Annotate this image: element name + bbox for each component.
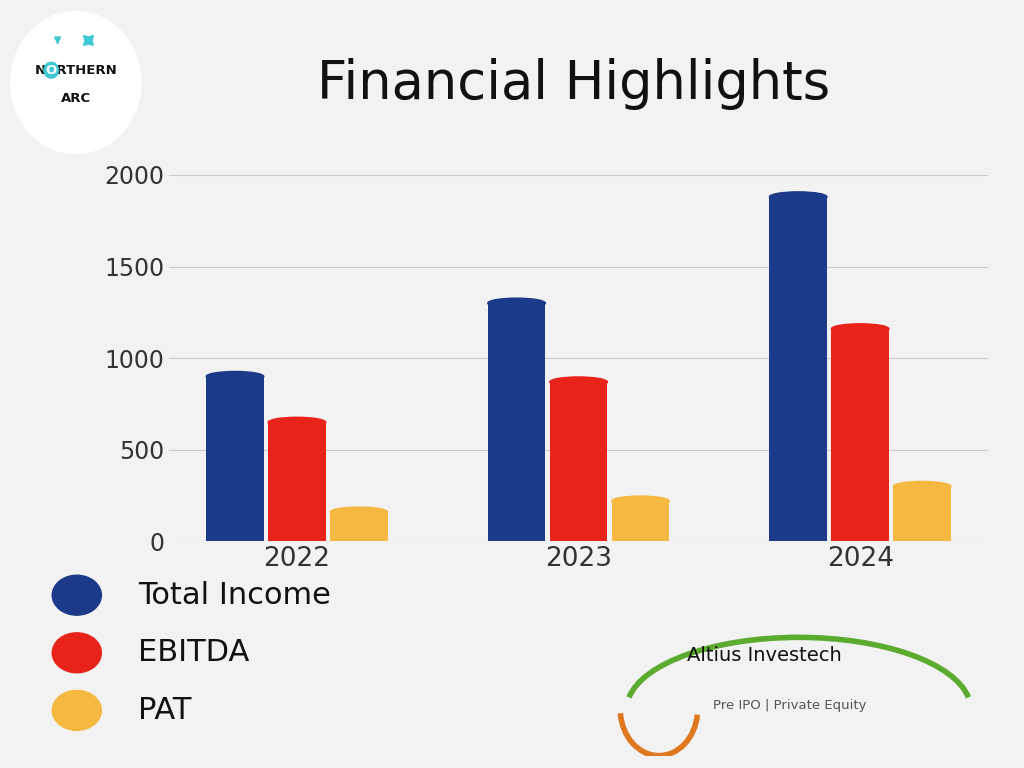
Text: ARC: ARC bbox=[60, 91, 91, 104]
Text: Pre IPO | Private Equity: Pre IPO | Private Equity bbox=[714, 700, 867, 712]
Bar bbox=[550, 382, 607, 541]
Text: O: O bbox=[46, 64, 57, 77]
Bar bbox=[611, 502, 670, 541]
Bar bbox=[487, 303, 546, 541]
Bar bbox=[206, 376, 264, 541]
Text: NORTHERN: NORTHERN bbox=[35, 64, 117, 77]
Ellipse shape bbox=[831, 324, 889, 334]
Ellipse shape bbox=[487, 298, 546, 308]
Ellipse shape bbox=[611, 496, 670, 506]
Text: Altius Investech: Altius Investech bbox=[687, 646, 842, 664]
Text: EBITDA: EBITDA bbox=[138, 638, 250, 667]
Ellipse shape bbox=[330, 507, 388, 517]
Bar bbox=[268, 422, 326, 541]
Bar bbox=[831, 329, 889, 541]
Bar bbox=[769, 197, 827, 541]
Bar bbox=[893, 486, 951, 541]
Bar bbox=[330, 512, 388, 541]
Text: Total Income: Total Income bbox=[138, 581, 331, 610]
Text: PAT: PAT bbox=[138, 696, 191, 725]
Text: Financial Highlights: Financial Highlights bbox=[316, 58, 830, 110]
Ellipse shape bbox=[550, 377, 607, 387]
Circle shape bbox=[44, 62, 58, 78]
Ellipse shape bbox=[206, 372, 264, 382]
Circle shape bbox=[10, 12, 141, 154]
Ellipse shape bbox=[268, 417, 326, 427]
Ellipse shape bbox=[769, 192, 827, 202]
Ellipse shape bbox=[893, 482, 951, 492]
